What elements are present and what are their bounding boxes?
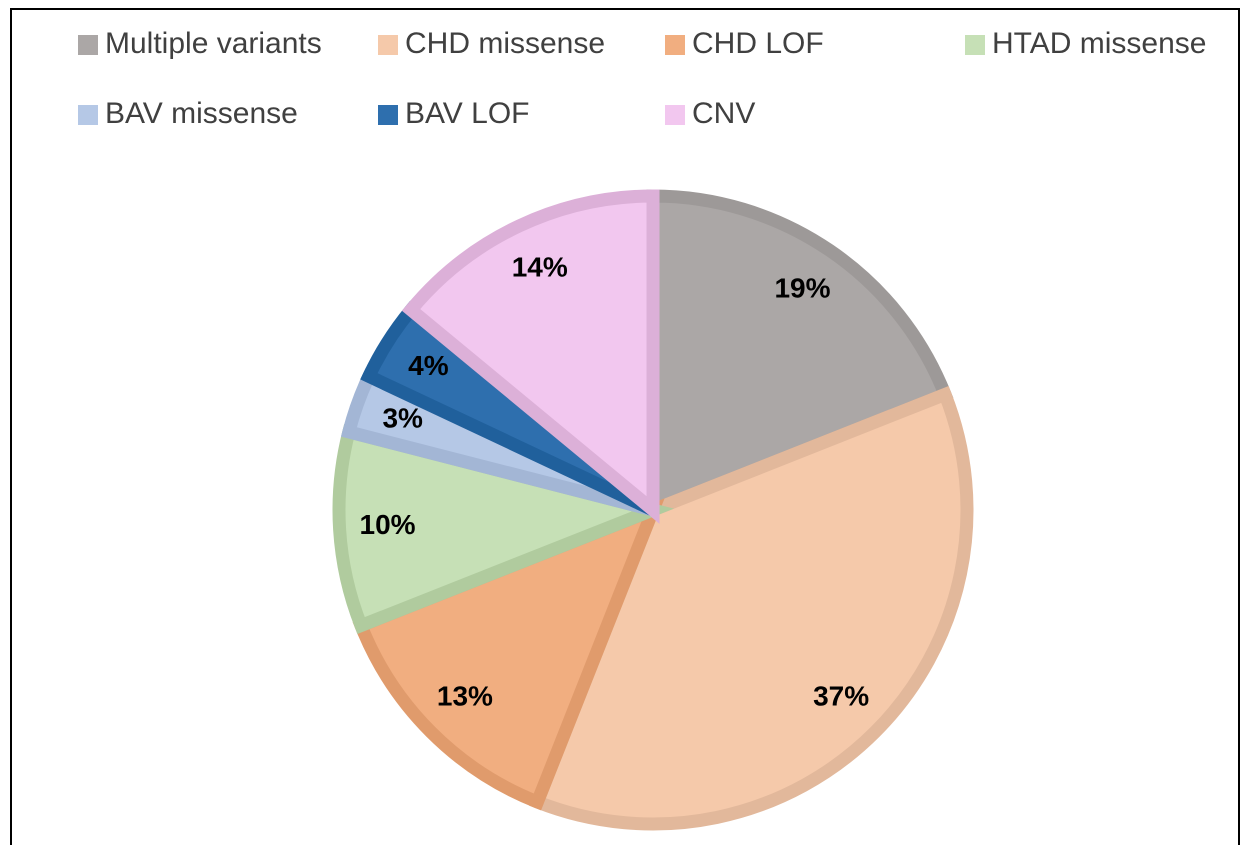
- data-label: 19%: [774, 272, 830, 303]
- pie-slice: [352, 498, 665, 811]
- legend-swatch: [378, 35, 398, 55]
- pie-slice: [332, 423, 674, 635]
- data-label: 10%: [360, 509, 416, 540]
- legend-label: HTAD missense: [992, 27, 1206, 60]
- legend-swatch: [965, 35, 985, 55]
- pie-slice: [401, 189, 660, 524]
- legend-label: CHD LOF: [692, 27, 824, 60]
- legend-label: CHD missense: [405, 27, 605, 60]
- legend-swatch: [78, 105, 98, 125]
- pie-slice: [646, 189, 954, 520]
- legend-label: BAV LOF: [405, 97, 529, 130]
- data-label: 3%: [382, 402, 423, 433]
- data-label: 13%: [437, 680, 493, 711]
- data-label: 4%: [408, 350, 449, 381]
- data-label: 37%: [813, 680, 869, 711]
- legend-label: BAV missense: [105, 97, 298, 130]
- legend-swatch: [665, 35, 685, 55]
- data-label: 14%: [512, 252, 568, 283]
- legend-label: Multiple variants: [105, 27, 322, 60]
- legend-swatch: [78, 35, 98, 55]
- pie-slice: [528, 385, 974, 831]
- legend-swatch: [378, 105, 398, 125]
- legend-swatch: [665, 105, 685, 125]
- legend-label: CNV: [692, 97, 755, 130]
- chart-frame: [10, 8, 1240, 845]
